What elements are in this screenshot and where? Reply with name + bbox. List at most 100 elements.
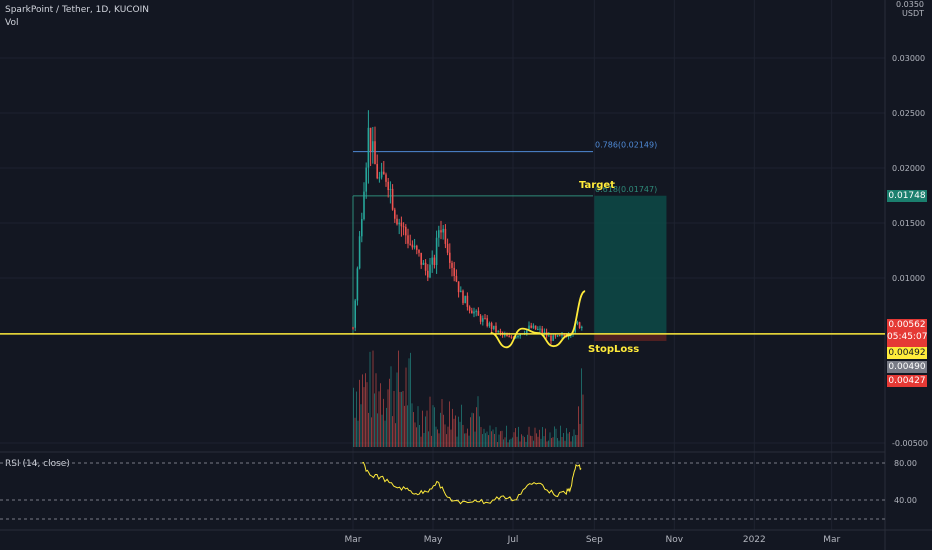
volume-bar xyxy=(438,433,440,447)
volume-bar xyxy=(504,437,506,447)
price-tag-last: 0.00562 05:45:07 xyxy=(887,319,927,347)
rsi-label: RSI (14, close) xyxy=(5,459,70,469)
volume-bar xyxy=(429,396,431,447)
volume-bar xyxy=(441,399,443,447)
volume-bar xyxy=(371,417,372,447)
volume-bar xyxy=(486,431,488,447)
volume-bar xyxy=(531,435,533,447)
candle-body xyxy=(376,164,378,179)
candle-body xyxy=(405,226,407,236)
volume-bar xyxy=(470,417,471,447)
volume-bar xyxy=(471,412,473,447)
volume-bar xyxy=(543,436,545,447)
candle-body xyxy=(530,325,532,328)
volume-bar xyxy=(521,434,522,447)
volume-bar xyxy=(453,418,455,447)
candle-body xyxy=(486,318,488,327)
volume-bar xyxy=(563,432,564,447)
volume-bar xyxy=(581,368,582,447)
rsi-line xyxy=(362,461,582,505)
volume-bar xyxy=(431,435,432,447)
candle-body xyxy=(515,336,517,339)
volume-bar xyxy=(558,440,560,447)
candle-body xyxy=(581,326,583,329)
price-tag-target: 0.01748 xyxy=(887,190,927,202)
volume-bar xyxy=(567,433,569,447)
candle-body xyxy=(552,335,554,341)
candle-body xyxy=(440,230,442,233)
volume-bar xyxy=(408,358,410,447)
volume-bar xyxy=(375,373,377,447)
volume-bar xyxy=(546,441,548,447)
volume-bar xyxy=(356,391,357,447)
candle-body xyxy=(402,226,405,228)
candle-body xyxy=(493,325,495,329)
volume-bar xyxy=(512,437,513,447)
volume-bar xyxy=(551,438,552,447)
candle-body xyxy=(391,188,394,210)
candle-body xyxy=(433,257,436,265)
candle-body xyxy=(409,243,411,245)
volume-bar xyxy=(462,424,464,447)
volume-bar xyxy=(564,440,566,447)
y-tick-label: 0.03000 xyxy=(892,54,925,63)
candle-body xyxy=(358,236,361,269)
projection-curve xyxy=(490,290,586,349)
x-tick-label: Nov xyxy=(666,535,684,545)
volume-bar xyxy=(417,406,419,447)
candle-body xyxy=(477,310,480,316)
candle-body xyxy=(556,335,559,337)
candle-body xyxy=(466,295,469,307)
volume-bar xyxy=(402,390,404,447)
candle-body xyxy=(462,290,464,304)
volume-bar xyxy=(540,438,542,447)
x-tick-label: Mar xyxy=(345,535,362,545)
volume-bar xyxy=(368,412,369,447)
volume-bar xyxy=(579,423,581,447)
volume-bar xyxy=(545,428,546,447)
volume-bar xyxy=(537,436,539,447)
countdown-value: 05:45:07 xyxy=(887,332,928,342)
volume-bar xyxy=(573,429,575,447)
candle-body xyxy=(372,141,374,152)
candle-body xyxy=(574,323,576,333)
candle-body xyxy=(352,327,354,329)
candle-body xyxy=(508,336,510,338)
volume-bar xyxy=(452,408,453,447)
candle-body xyxy=(561,334,563,336)
volume-bar xyxy=(539,429,540,447)
volume-bar xyxy=(576,435,578,447)
volume-bar xyxy=(390,366,392,447)
volume-bar xyxy=(503,439,504,447)
volume-bar xyxy=(357,420,359,447)
x-tick-label: May xyxy=(424,535,443,545)
candle-body xyxy=(554,335,557,337)
candle-body xyxy=(539,328,541,330)
candle-body xyxy=(383,171,385,175)
volume-bar xyxy=(578,406,579,447)
volume-bar xyxy=(522,435,524,447)
candle-body xyxy=(451,262,453,268)
volume-bar xyxy=(560,425,561,447)
y-tick-label: -0.00500 xyxy=(892,439,928,448)
y-tick-label: 0.02500 xyxy=(892,109,925,118)
volume-bar xyxy=(443,414,444,447)
volume-bar xyxy=(420,436,422,447)
candle-body xyxy=(387,181,389,191)
volume-bar xyxy=(398,350,399,447)
candle-body xyxy=(418,249,420,253)
volume-bar xyxy=(566,428,567,447)
volume-bar xyxy=(413,412,414,447)
volume-bar xyxy=(425,416,426,447)
volume-bar xyxy=(536,433,537,447)
candle-body xyxy=(519,333,521,336)
candle-body xyxy=(471,310,473,314)
target-zone xyxy=(594,195,667,334)
candle-body xyxy=(369,127,372,152)
volume-bar xyxy=(434,407,435,447)
volume-bar xyxy=(458,416,459,447)
volume-bar xyxy=(555,428,557,447)
candle-body xyxy=(400,222,403,227)
volume-bar xyxy=(393,390,395,447)
